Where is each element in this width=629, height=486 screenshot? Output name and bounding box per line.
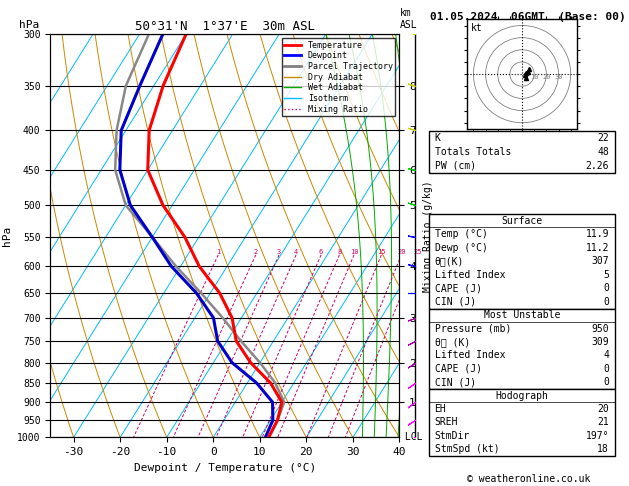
Text: 15: 15 bbox=[377, 249, 386, 255]
Text: Dewp (°C): Dewp (°C) bbox=[435, 243, 487, 253]
Text: 11.2: 11.2 bbox=[586, 243, 609, 253]
Text: kt: kt bbox=[471, 23, 483, 33]
Text: Most Unstable: Most Unstable bbox=[484, 310, 560, 320]
Text: 5: 5 bbox=[603, 270, 609, 280]
Text: 01.05.2024  06GMT  (Base: 00): 01.05.2024 06GMT (Base: 00) bbox=[430, 12, 626, 22]
Text: 2: 2 bbox=[253, 249, 258, 255]
Text: 10: 10 bbox=[530, 74, 538, 80]
Text: StmSpd (kt): StmSpd (kt) bbox=[435, 444, 499, 454]
Text: 8: 8 bbox=[337, 249, 342, 255]
Text: 0: 0 bbox=[603, 377, 609, 387]
Text: CIN (J): CIN (J) bbox=[435, 377, 476, 387]
Text: 25: 25 bbox=[413, 249, 421, 255]
Text: 4: 4 bbox=[294, 249, 298, 255]
Text: Lifted Index: Lifted Index bbox=[435, 270, 505, 280]
Text: 197°: 197° bbox=[586, 431, 609, 441]
Title: 50°31'N  1°37'E  30m ASL: 50°31'N 1°37'E 30m ASL bbox=[135, 20, 315, 33]
Text: 0: 0 bbox=[603, 283, 609, 294]
Text: Hodograph: Hodograph bbox=[495, 391, 548, 400]
Text: 0: 0 bbox=[603, 364, 609, 374]
Text: Lifted Index: Lifted Index bbox=[435, 350, 505, 361]
Text: θᴇ (K): θᴇ (K) bbox=[435, 337, 470, 347]
Text: km
ASL: km ASL bbox=[399, 8, 417, 30]
Text: LCL: LCL bbox=[399, 433, 423, 442]
Text: 0: 0 bbox=[603, 297, 609, 307]
Text: 21: 21 bbox=[597, 417, 609, 427]
Y-axis label: Mixing Ratio (g/kg): Mixing Ratio (g/kg) bbox=[423, 180, 433, 292]
Text: © weatheronline.co.uk: © weatheronline.co.uk bbox=[467, 473, 590, 484]
Text: 20: 20 bbox=[397, 249, 406, 255]
Text: 1: 1 bbox=[216, 249, 220, 255]
Text: SREH: SREH bbox=[435, 417, 458, 427]
Text: 18: 18 bbox=[597, 444, 609, 454]
Text: 10: 10 bbox=[350, 249, 359, 255]
Text: 950: 950 bbox=[591, 324, 609, 334]
Text: 2.26: 2.26 bbox=[586, 161, 609, 171]
Text: K: K bbox=[435, 133, 440, 143]
Text: hPa: hPa bbox=[19, 20, 39, 30]
Text: Totals Totals: Totals Totals bbox=[435, 147, 511, 157]
Text: StmDir: StmDir bbox=[435, 431, 470, 441]
Text: 20: 20 bbox=[597, 404, 609, 414]
Text: 309: 309 bbox=[591, 337, 609, 347]
Text: EH: EH bbox=[435, 404, 447, 414]
Text: 307: 307 bbox=[591, 256, 609, 266]
Text: CIN (J): CIN (J) bbox=[435, 297, 476, 307]
Y-axis label: hPa: hPa bbox=[1, 226, 11, 246]
Text: Pressure (mb): Pressure (mb) bbox=[435, 324, 511, 334]
X-axis label: Dewpoint / Temperature (°C): Dewpoint / Temperature (°C) bbox=[134, 463, 316, 473]
Text: Surface: Surface bbox=[501, 216, 542, 226]
Text: 22: 22 bbox=[597, 133, 609, 143]
Text: 20: 20 bbox=[542, 74, 550, 80]
Text: CAPE (J): CAPE (J) bbox=[435, 364, 482, 374]
Text: 6: 6 bbox=[319, 249, 323, 255]
Text: 11.9: 11.9 bbox=[586, 229, 609, 239]
Text: 4: 4 bbox=[603, 350, 609, 361]
Text: CAPE (J): CAPE (J) bbox=[435, 283, 482, 294]
Text: 30: 30 bbox=[554, 74, 563, 80]
Text: 3: 3 bbox=[277, 249, 281, 255]
Text: Temp (°C): Temp (°C) bbox=[435, 229, 487, 239]
Text: PW (cm): PW (cm) bbox=[435, 161, 476, 171]
Text: 48: 48 bbox=[597, 147, 609, 157]
Text: θᴇ(K): θᴇ(K) bbox=[435, 256, 464, 266]
Legend: Temperature, Dewpoint, Parcel Trajectory, Dry Adiabat, Wet Adiabat, Isotherm, Mi: Temperature, Dewpoint, Parcel Trajectory… bbox=[282, 38, 395, 116]
